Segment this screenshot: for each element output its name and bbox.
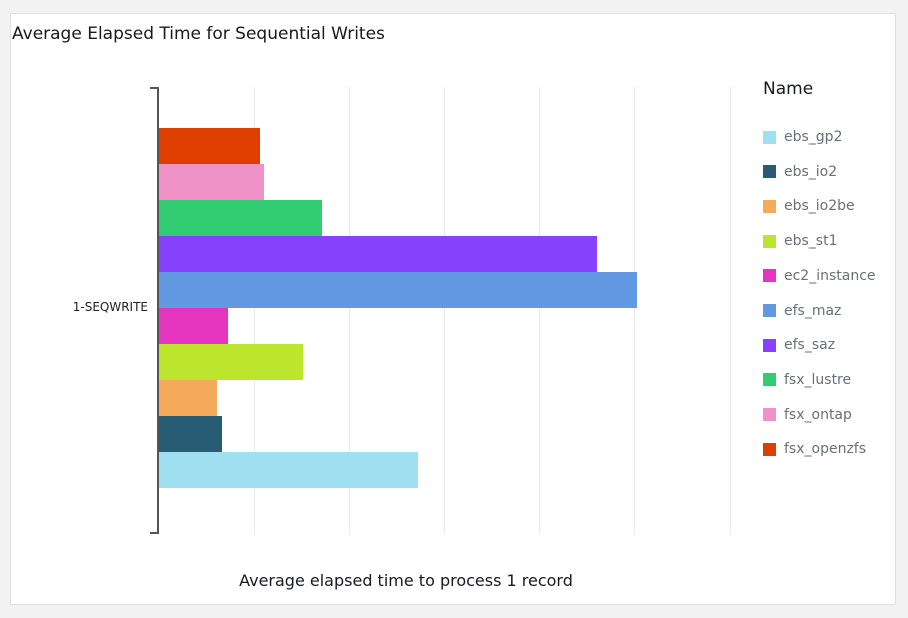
- legend-swatch-icon: [763, 338, 776, 352]
- gridline: [730, 87, 731, 534]
- legend-label: ec2_instance: [784, 267, 876, 284]
- legend-swatch-icon: [763, 130, 776, 144]
- legend-label: ebs_st1: [784, 233, 838, 250]
- legend-swatch-icon: [763, 234, 776, 248]
- legend-label: efs_saz: [784, 337, 836, 354]
- chart-title: Average Elapsed Time for Sequential Writ…: [12, 24, 385, 44]
- gridline: [634, 87, 635, 534]
- legend-item-ec2-instance[interactable]: ec2_instance: [763, 266, 876, 286]
- legend-item-ebs-io2[interactable]: ebs_io2: [763, 162, 837, 182]
- legend-swatch-icon: [763, 199, 776, 213]
- legend-item-fsx-openzfs[interactable]: fsx_openzfs: [763, 439, 866, 459]
- gridline: [349, 87, 350, 534]
- y-axis-bracket-top: [150, 87, 158, 89]
- legend-label: fsx_ontap: [784, 406, 852, 423]
- legend-item-ebs-gp2[interactable]: ebs_gp2: [763, 127, 842, 147]
- legend-swatch-icon: [763, 269, 776, 283]
- legend-label: efs_maz: [784, 302, 842, 319]
- x-axis-title: Average elapsed time to process 1 record: [239, 571, 573, 590]
- legend-label: fsx_lustre: [784, 371, 852, 388]
- bar-fsx-lustre[interactable]: [159, 200, 322, 236]
- gridline: [539, 87, 540, 534]
- bar-ebs-st1[interactable]: [159, 344, 303, 380]
- y-axis-bracket-bottom: [150, 532, 158, 534]
- legend-label: ebs_io2be: [784, 198, 855, 215]
- legend-item-fsx-ontap[interactable]: fsx_ontap: [763, 405, 852, 425]
- bar-efs-saz[interactable]: [159, 236, 597, 272]
- legend-swatch-icon: [763, 165, 776, 179]
- legend-item-efs-maz[interactable]: efs_maz: [763, 301, 841, 321]
- bar-ebs-io2be[interactable]: [159, 380, 217, 416]
- legend-item-fsx-lustre[interactable]: fsx_lustre: [763, 370, 851, 390]
- legend-title: Name: [763, 79, 814, 99]
- bar-ebs-gp2[interactable]: [159, 452, 418, 488]
- legend-swatch-icon: [763, 304, 776, 317]
- y-axis: [157, 87, 159, 534]
- legend-item-ebs-st1[interactable]: ebs_st1: [763, 231, 837, 251]
- legend-swatch-icon: [763, 442, 776, 456]
- legend-swatch-icon: [763, 373, 776, 387]
- legend-label: fsx_openzfs: [784, 441, 867, 458]
- legend-item-efs-saz[interactable]: efs_saz: [763, 335, 835, 355]
- bar-efs-maz[interactable]: [159, 272, 637, 308]
- legend-swatch-icon: [763, 408, 776, 422]
- legend-label: ebs_io2: [784, 163, 838, 180]
- y-category-label: 1-SEQWRITE: [72, 300, 148, 314]
- legend-item-ebs-io2be[interactable]: ebs_io2be: [763, 196, 855, 216]
- bar-ebs-io2[interactable]: [159, 416, 222, 452]
- bar-fsx-ontap[interactable]: [159, 164, 264, 200]
- bar-ec2-instance[interactable]: [159, 308, 228, 344]
- legend-label: ebs_gp2: [784, 129, 843, 145]
- gridline: [254, 87, 255, 534]
- bar-fsx-openzfs[interactable]: [159, 128, 260, 164]
- gridline: [444, 87, 445, 534]
